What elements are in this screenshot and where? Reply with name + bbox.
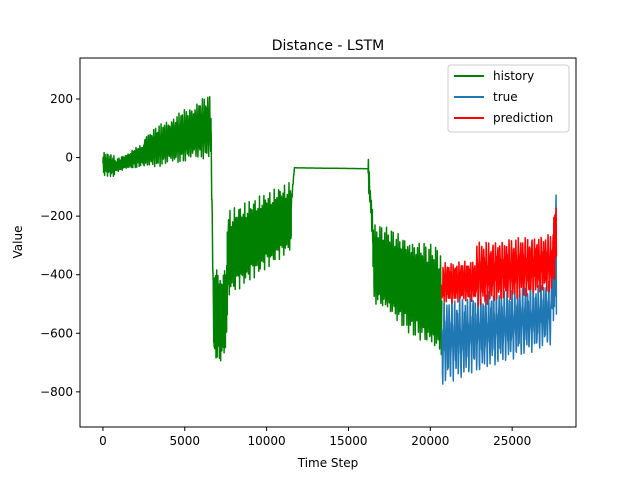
y-tick-label: −200 (40, 209, 73, 223)
x-tick-label: 0 (99, 434, 107, 448)
plot-frame (79, 57, 577, 428)
legend: history true prediction (447, 64, 570, 133)
legend-label-prediction: prediction (493, 111, 553, 125)
x-tick-label: 25000 (493, 434, 531, 448)
y-tick-label: 0 (65, 151, 73, 165)
series-line-true (441, 194, 558, 385)
y-tick-label: −600 (40, 326, 73, 340)
x-axis: 0 5000 10000 15000 20000 25000 (99, 427, 531, 448)
series-line-history (102, 95, 443, 362)
chart-title: Distance - LSTM (272, 38, 385, 54)
x-tick-label: 5000 (169, 434, 200, 448)
x-axis-label: Time Step (297, 456, 359, 470)
x-tick-label: 20000 (411, 434, 449, 448)
legend-label-history: history (493, 69, 534, 83)
series-line-prediction (441, 207, 558, 307)
y-axis: −800 −600 −400 −200 0 200 (40, 92, 80, 399)
y-tick-label: −400 (40, 268, 73, 282)
x-tick-label: 10000 (248, 434, 286, 448)
series-layer (102, 95, 558, 385)
x-tick-label: 15000 (329, 434, 367, 448)
legend-label-true: true (493, 90, 518, 104)
legend-box (447, 64, 570, 133)
y-tick-label: 200 (50, 92, 73, 106)
y-axis-label: Value (11, 226, 25, 259)
y-tick-label: −800 (40, 385, 73, 399)
plot-area (79, 57, 577, 428)
